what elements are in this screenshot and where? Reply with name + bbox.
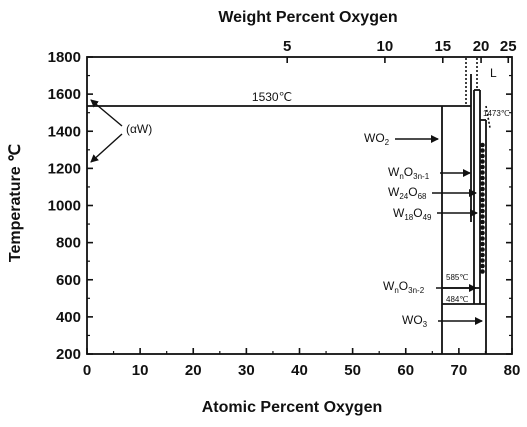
liquidus-dotted: [465, 58, 491, 129]
x-tick-label: 80: [504, 362, 521, 379]
band-dot: [480, 181, 485, 186]
x-tick-label: 0: [83, 362, 91, 379]
band-dot: [480, 214, 485, 219]
top-tick-label: 15: [434, 38, 451, 55]
x-tick-labels: 0 10 20 30 40 50 60 70 80: [83, 362, 521, 379]
y-tick-label: 800: [56, 235, 81, 252]
top-tick-labels: 5 10 15 20 25: [283, 38, 517, 55]
band-dot: [480, 241, 485, 247]
x-tick-label: 60: [397, 362, 414, 379]
x-tick-label: 40: [291, 362, 308, 379]
band-dot: [480, 230, 485, 236]
band-dot: [480, 186, 485, 192]
w24o68-label: W24O68: [388, 185, 427, 201]
y-tick-labels: 200 400 600 800 1000 1200 1400 1600 1800: [48, 49, 81, 363]
wo3-label: WO3: [402, 313, 428, 329]
band-dot: [480, 203, 485, 208]
band-dot: [480, 192, 485, 197]
band-dot: [480, 170, 485, 175]
y-tick-label: 200: [56, 346, 81, 363]
x-tick-label: 10: [132, 362, 149, 379]
band-dot: [480, 159, 485, 164]
alpha-w-arrow-up: [90, 99, 123, 127]
band-dot: [480, 225, 485, 230]
band-dot: [480, 263, 485, 269]
w18o49-label: W18O49: [393, 206, 432, 222]
w18o49-dotted-band: [480, 142, 485, 274]
isotherm-1530-label: 1530℃: [252, 90, 292, 104]
wo2-label: WO2: [364, 131, 390, 147]
y-tick-label: 1000: [48, 198, 81, 215]
band-dot: [480, 208, 485, 214]
band-dot: [480, 236, 485, 241]
plot-frame: [86, 56, 513, 355]
band-dot: [480, 252, 485, 258]
band-dot: [480, 247, 485, 252]
alpha-w-label: (αW): [126, 122, 152, 136]
y-tick-label: 400: [56, 309, 81, 326]
isotherm-484-label: 484℃: [446, 295, 468, 304]
band-dot: [480, 148, 485, 153]
y-axis-title: Temperature ℃: [7, 144, 24, 262]
top-tick-label: 20: [473, 38, 490, 55]
y-tick-label: 600: [56, 272, 81, 289]
isotherm-1473-label: 1473℃: [483, 109, 510, 118]
isotherm-585-label: 585℃: [446, 273, 468, 282]
band-dot: [480, 269, 485, 274]
band-dot: [480, 142, 485, 148]
band-dot: [480, 153, 485, 159]
band-dot: [480, 219, 485, 225]
band-dot: [480, 175, 485, 181]
alpha-w-arrow-down: [90, 133, 123, 163]
wno3n2-label: WnO3n-2: [383, 279, 425, 295]
x-tick-label: 70: [451, 362, 468, 379]
band-dot: [480, 197, 485, 203]
top-tick-label: 25: [500, 38, 517, 55]
band-dot: [480, 164, 485, 170]
y-tick-label: 1600: [48, 86, 81, 103]
wno3n1-label: WnO3n-1: [388, 165, 430, 181]
y-tick-label: 1800: [48, 49, 81, 66]
x-tick-label: 20: [185, 362, 202, 379]
x-tick-label: 50: [344, 362, 361, 379]
top-tick-label: 5: [283, 38, 291, 55]
x-tick-label: 30: [238, 362, 255, 379]
tick-group: [86, 56, 513, 355]
liquid-label: L: [490, 66, 497, 80]
y-tick-label: 1400: [48, 123, 81, 140]
x-axis-title: Atomic Percent Oxygen: [202, 399, 383, 416]
top-axis-title: Weight Percent Oxygen: [218, 9, 397, 26]
top-tick-label: 10: [377, 38, 394, 55]
phase-boundaries: [87, 74, 487, 354]
y-tick-label: 1200: [48, 160, 81, 177]
band-dot: [480, 258, 485, 263]
